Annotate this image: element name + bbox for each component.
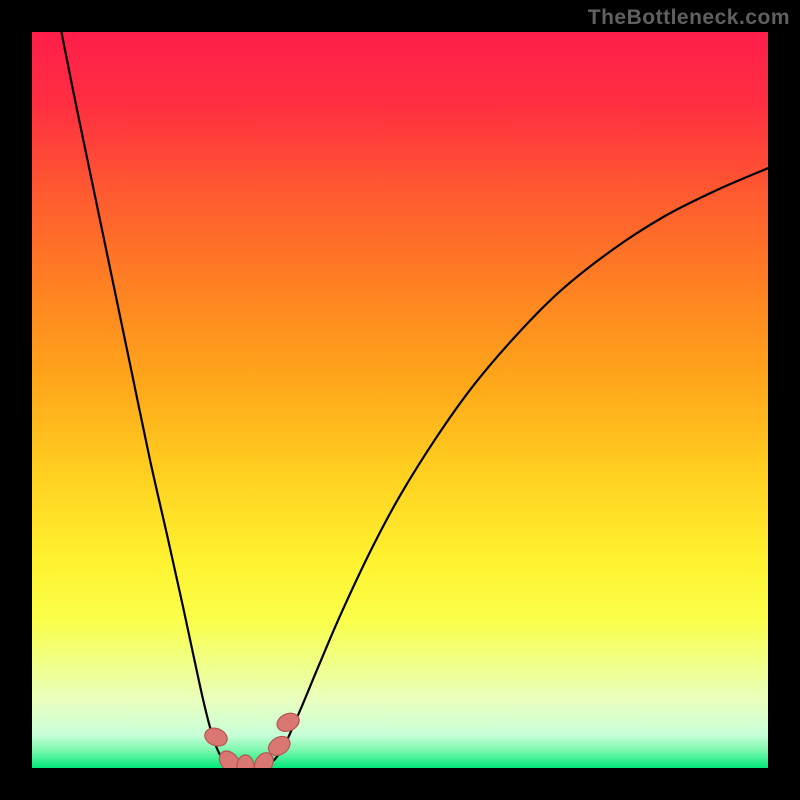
bottleneck-curve	[32, 32, 768, 768]
watermark-label: TheBottleneck.com	[588, 6, 790, 30]
data-marker	[237, 755, 254, 768]
chart-frame: TheBottleneck.com	[0, 0, 800, 800]
plot-area	[32, 32, 768, 768]
data-marker	[202, 725, 229, 749]
